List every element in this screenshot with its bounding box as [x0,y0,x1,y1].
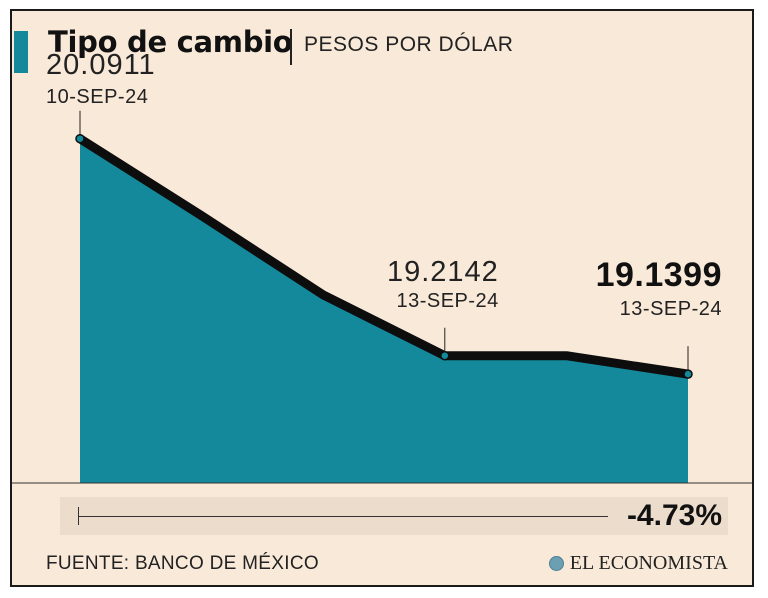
chart-title: Tipo de cambio [48,25,293,59]
area-fill [80,138,688,483]
brand-logo: EL ECONOMISTA [548,552,728,575]
change-arrow-line [78,516,608,517]
area-chart [12,110,752,484]
source-note: FUENTE: BANCO DE MÉXICO [46,553,319,574]
data-point [75,133,85,144]
series-line [75,134,693,379]
data-label-date-start: 10-SEP-24 [46,85,149,108]
data-label-value-mid: 19.2142 [386,255,499,288]
data-label-value-start: 20.0911 [46,48,156,81]
data-label-value-end: 19.1399 [595,256,722,295]
title-separator [290,29,292,65]
brand-globe-icon [548,556,564,571]
data-point [440,350,450,361]
chart-subtitle: PESOS POR DÓLAR [304,33,514,56]
data-label-date-mid: 13-SEP-24 [396,289,499,312]
accent-bar [14,31,28,73]
data-point [683,369,693,379]
brand-name: EL ECONOMISTA [569,552,728,574]
percent-change: -4.73% [626,499,722,532]
chart-card: Tipo de cambio PESOS POR DÓLAR 20.0911 1… [10,9,754,587]
data-label-date-end: 13-SEP-24 [619,298,722,321]
